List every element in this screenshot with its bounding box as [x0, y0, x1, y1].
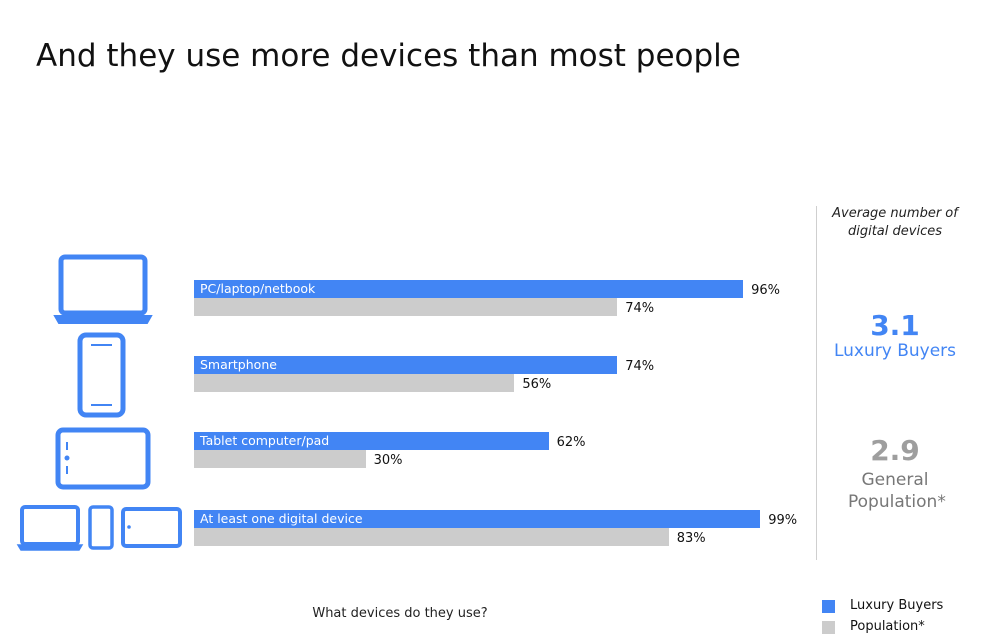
legend-label-luxury: Luxury Buyers [850, 598, 944, 613]
bar-at-least-one-digital-device-luxury [194, 510, 761, 528]
legend-swatch-luxury [822, 600, 835, 613]
bar-at-least-one-digital-device-population [194, 528, 669, 546]
value-label-pc-laptop-netbook-luxury: 96% [751, 283, 781, 298]
category-label-at-least-one-digital-device: At least one digital device [200, 511, 363, 526]
sidebar-divider [816, 206, 817, 560]
tablet-icon [55, 427, 151, 490]
bar-smartphone-population [194, 374, 515, 392]
category-label-smartphone: Smartphone [200, 357, 277, 372]
legend-label-population: Population* [850, 619, 925, 634]
value-label-smartphone-population: 56% [522, 377, 552, 392]
bar-pc-laptop-netbook-population [194, 298, 618, 316]
category-label-pc-laptop-netbook: PC/laptop/netbook [200, 281, 316, 296]
luxury-average-label: Luxury Buyers [833, 341, 957, 361]
bar-tablet-computer-pad-luxury [194, 432, 549, 450]
bar-smartphone-luxury [194, 356, 618, 374]
x-axis-label: What devices do they use? [312, 606, 488, 621]
page-title: And they use more devices than most peop… [36, 38, 741, 74]
legend-swatch-population [822, 621, 835, 634]
category-label-tablet-computer-pad: Tablet computer/pad [200, 433, 330, 448]
value-label-tablet-computer-pad-population: 30% [373, 453, 403, 468]
smartphone-icon [77, 332, 126, 418]
all-devices-icon [16, 505, 182, 551]
population-average-label: General Population* [848, 470, 946, 512]
value-label-smartphone-luxury: 74% [625, 359, 655, 374]
luxury-average-value: 3.1 [870, 309, 920, 342]
sidebar-heading: Average number of digital devices [832, 206, 958, 239]
bar-tablet-computer-pad-population [194, 450, 366, 468]
value-label-pc-laptop-netbook-population: 74% [625, 301, 655, 316]
population-average-value: 2.9 [870, 434, 920, 467]
value-label-at-least-one-digital-device-population: 83% [676, 531, 706, 546]
laptop-icon [53, 254, 153, 324]
value-label-at-least-one-digital-device-luxury: 99% [768, 513, 798, 528]
bar-pc-laptop-netbook-luxury [194, 280, 744, 298]
value-label-tablet-computer-pad-luxury: 62% [556, 435, 586, 450]
